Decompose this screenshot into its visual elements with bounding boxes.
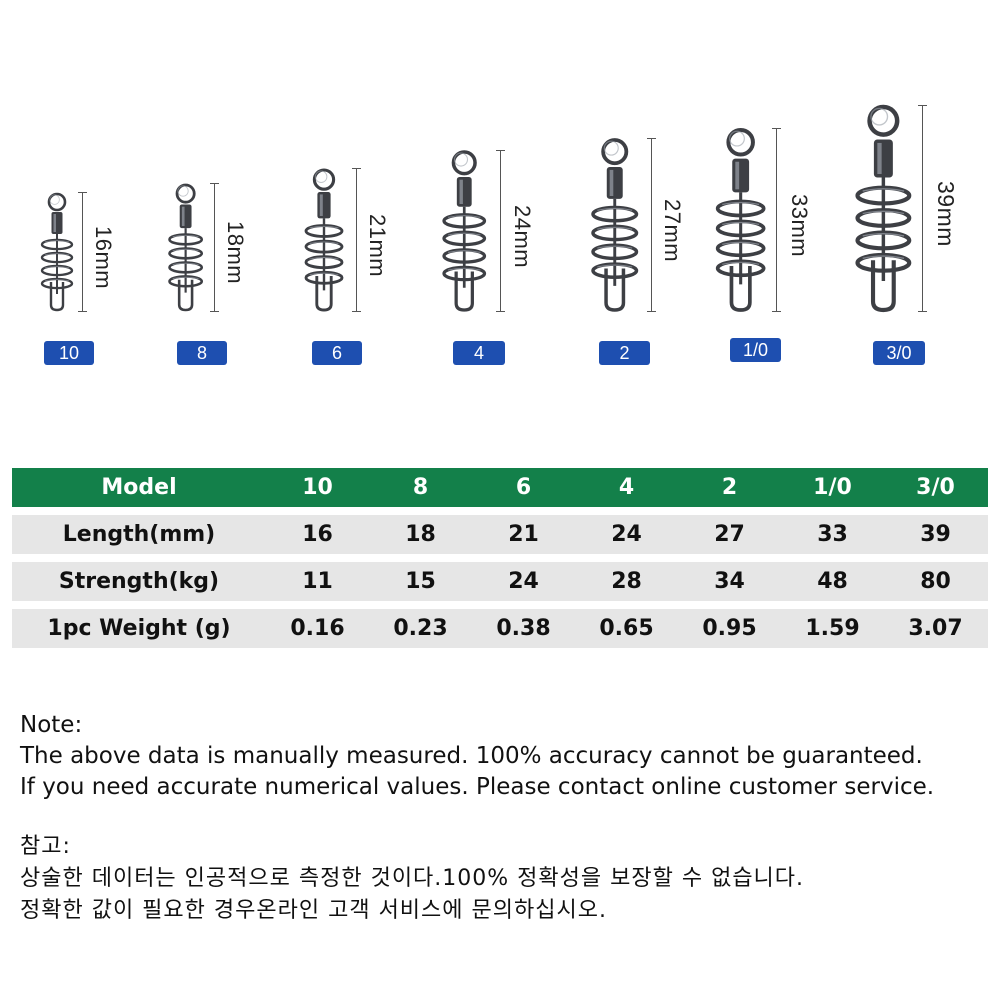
- spec-table: Model 10 8 6 4 2 1/0 3/0 Length(mm) 16 1…: [12, 468, 988, 656]
- row-label: Strength(kg): [58, 569, 220, 594]
- header-cell: 2: [721, 475, 738, 500]
- note-line-en-1: The above data is manually measured. 100…: [20, 743, 923, 769]
- header-cell: 6: [515, 475, 532, 500]
- header-label: Model: [101, 475, 177, 500]
- length-label: 21mm: [365, 213, 390, 277]
- table-cell: 48: [817, 569, 848, 594]
- row-label: 1pc Weight (g): [47, 616, 231, 641]
- table-cell: 0.38: [496, 616, 551, 641]
- note-title-kr: 참고:: [20, 834, 71, 859]
- model-badge: 6: [312, 341, 362, 365]
- table-cell: 28: [611, 569, 642, 594]
- table-cell: 24: [508, 569, 539, 594]
- row-label: Length(mm): [62, 522, 216, 547]
- length-label: 18mm: [223, 221, 248, 285]
- table-cell: 11: [302, 569, 333, 594]
- dimension-line: [647, 138, 656, 316]
- model-badge: 2: [599, 341, 650, 365]
- table-cell: 39: [920, 522, 951, 547]
- swivel-image: [267, 168, 381, 312]
- note-title-en: Note:: [20, 712, 83, 738]
- dimension-line: [210, 183, 219, 316]
- header-cell: 3/0: [916, 475, 955, 500]
- table-cell: 0.16: [290, 616, 345, 641]
- model-badge: 8: [177, 341, 227, 365]
- table-cell: 21: [508, 522, 539, 547]
- model-badge: 1/0: [730, 338, 781, 362]
- note-line-kr-2: 정확한 값이 필요한 경우온라인 고객 서비스에 문의하십시오.: [20, 898, 607, 923]
- swivel-image: [133, 183, 238, 312]
- table-row-weight: 1pc Weight (g) 0.16 0.23 0.38 0.65 0.95 …: [12, 609, 988, 648]
- model-badge: 10: [44, 341, 94, 365]
- note-line-en-2: If you need accurate numerical values. P…: [20, 774, 935, 800]
- table-row-length: Length(mm) 16 18 21 24 27 33 39: [12, 515, 988, 554]
- swivel-image: [672, 128, 809, 312]
- dimension-line: [352, 168, 361, 316]
- table-cell: 27: [714, 522, 745, 547]
- header-cell: 1/0: [813, 475, 852, 500]
- dimension-line: [78, 192, 87, 316]
- length-label: 24mm: [510, 204, 535, 268]
- header-cell: 8: [412, 475, 429, 500]
- length-label: 27mm: [660, 198, 685, 262]
- dimension-line: [496, 150, 505, 316]
- note-line-kr-1: 상술한 데이터는 인공적으로 측정한 것이다.100% 정확성을 보장할 수 없…: [20, 866, 805, 891]
- table-cell: 24: [611, 522, 642, 547]
- model-badge: 4: [453, 341, 505, 365]
- table-cell: 0.65: [599, 616, 654, 641]
- dimension-line: [772, 128, 781, 316]
- swivel-image: [402, 150, 527, 312]
- table-cell: 34: [714, 569, 745, 594]
- table-cell: 1.59: [805, 616, 860, 641]
- table-header-row: Model 10 8 6 4 2 1/0 3/0: [12, 468, 988, 507]
- table-cell: 3.07: [908, 616, 963, 641]
- table-cell: 15: [405, 569, 436, 594]
- length-label: 39mm: [933, 180, 959, 247]
- swivel-image: [549, 138, 681, 312]
- header-cell: 4: [618, 475, 635, 500]
- dimension-line: [918, 105, 927, 316]
- header-cell: 10: [302, 475, 333, 500]
- table-row-strength: Strength(kg) 11 15 24 28 34 48 80: [12, 562, 988, 601]
- table-cell: 16: [302, 522, 333, 547]
- length-label: 16mm: [91, 225, 116, 289]
- swivel-image: [7, 192, 107, 312]
- table-cell: 0.23: [393, 616, 448, 641]
- length-label: 33mm: [787, 193, 812, 257]
- swivel-image: [808, 104, 959, 313]
- table-cell: 18: [405, 522, 436, 547]
- table-cell: 33: [817, 522, 848, 547]
- model-badge: 3/0: [873, 341, 925, 365]
- table-cell: 0.95: [702, 616, 757, 641]
- table-cell: 80: [920, 569, 951, 594]
